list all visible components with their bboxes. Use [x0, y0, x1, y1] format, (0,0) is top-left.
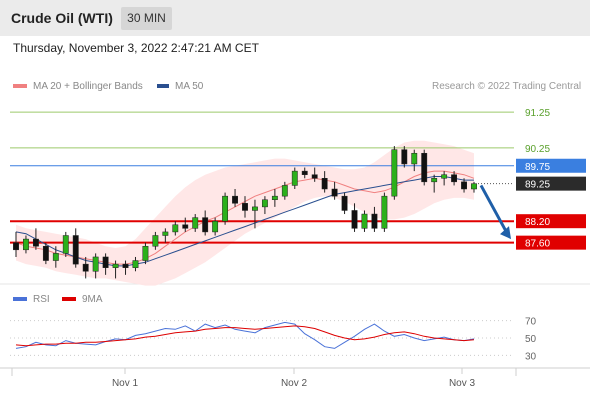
ma50-swatch — [157, 84, 169, 89]
instrument-title: Crude Oil (WTI) — [11, 10, 113, 26]
candle-body — [172, 224, 179, 233]
candle-body — [13, 242, 19, 251]
rsi-swatch — [13, 297, 27, 302]
candle-body — [72, 235, 79, 265]
candle-body — [471, 183, 477, 190]
rsi-line — [15, 321, 475, 349]
rsi-9ma-line — [15, 325, 475, 347]
legend-ma20-label: MA 20 + Bollinger Bands — [33, 81, 143, 92]
candle-body — [371, 213, 378, 229]
legend-rsi: RSI — [13, 294, 50, 305]
rsi-tick-label: 70 — [525, 317, 537, 328]
legend-ma20: MA 20 + Bollinger Bands — [13, 81, 143, 92]
x-tick-label: Nov 3 — [449, 378, 476, 389]
x-tick-label: Nov 1 — [112, 378, 139, 389]
level-tag-88.20 — [516, 214, 586, 229]
candle-body — [212, 220, 219, 233]
candle-body — [271, 195, 278, 200]
candle-body — [261, 199, 268, 208]
candle-body — [152, 235, 159, 247]
candle-body — [331, 188, 338, 197]
candle-body — [431, 178, 438, 183]
candle-body — [23, 238, 29, 251]
candle-body — [461, 181, 467, 190]
candle-body — [381, 195, 388, 229]
candle-body — [232, 195, 238, 204]
candle-body — [351, 210, 358, 229]
candle-body — [281, 185, 288, 197]
candle-body — [391, 149, 398, 197]
candle-body — [411, 152, 418, 165]
rsi-tick-label: 30 — [525, 351, 537, 362]
candle-body — [421, 152, 428, 183]
level-label-89.75: 89.75 — [525, 162, 550, 173]
candle-body — [321, 178, 328, 190]
header-bar: Crude Oil (WTI) 30 MIN — [0, 0, 590, 36]
candle-body — [62, 235, 69, 254]
candle-body — [291, 170, 298, 186]
legend-9ma: 9MA — [62, 294, 103, 305]
legend-ma50-label: MA 50 — [175, 81, 204, 92]
candle-body — [42, 245, 49, 261]
current-price-tag — [516, 176, 586, 191]
candle-body — [242, 203, 248, 211]
candle-body — [341, 195, 348, 211]
candle-body — [32, 238, 39, 247]
candle-body — [162, 231, 169, 236]
ma9-swatch — [62, 297, 76, 302]
candle-body — [401, 149, 408, 165]
timeframe-button[interactable]: 30 MIN — [121, 7, 172, 30]
legend-ma50: MA 50 — [157, 81, 203, 92]
current-price-label: 89.25 — [525, 180, 550, 191]
candle-body — [92, 256, 99, 272]
candle-body — [102, 256, 109, 268]
legend-9ma-label: 9MA — [82, 294, 103, 305]
x-tick-label: Nov 2 — [281, 378, 308, 389]
candle-body — [82, 263, 89, 272]
candle-body — [441, 174, 448, 179]
level-label-90.25: 90.25 — [525, 144, 550, 155]
level-label-91.25: 91.25 — [525, 108, 550, 119]
candle-body — [182, 224, 189, 229]
rsi-tick-label: 50 — [525, 334, 537, 345]
legend-rsi-label: RSI — [33, 294, 50, 305]
level-label-87.60: 87.60 — [525, 239, 550, 250]
candle-body — [301, 170, 308, 175]
candle-body — [122, 263, 129, 268]
projection-arrow-shaft — [479, 184, 509, 234]
projection-arrow-head — [500, 226, 511, 240]
candle-body — [112, 263, 119, 268]
candle-body — [202, 217, 209, 233]
candle-body — [361, 213, 368, 229]
candle-body — [52, 253, 59, 261]
level-tag-87.60 — [516, 235, 586, 250]
level-tag-89.75 — [516, 158, 586, 173]
candle-body — [192, 217, 199, 229]
candle-body — [142, 245, 149, 261]
level-label-88.20: 88.20 — [525, 217, 550, 228]
ma20-swatch — [13, 84, 27, 89]
timestamp: Thursday, November 3, 2022 2:47:21 AM CE… — [13, 41, 259, 55]
candle-body — [311, 174, 318, 179]
candle-body — [222, 195, 229, 222]
candle-body — [451, 174, 458, 183]
ma50-line — [15, 176, 474, 267]
credit-text: Research © 2022 Trading Central — [432, 81, 582, 92]
candle-body — [252, 206, 258, 211]
candle-body — [132, 260, 139, 268]
